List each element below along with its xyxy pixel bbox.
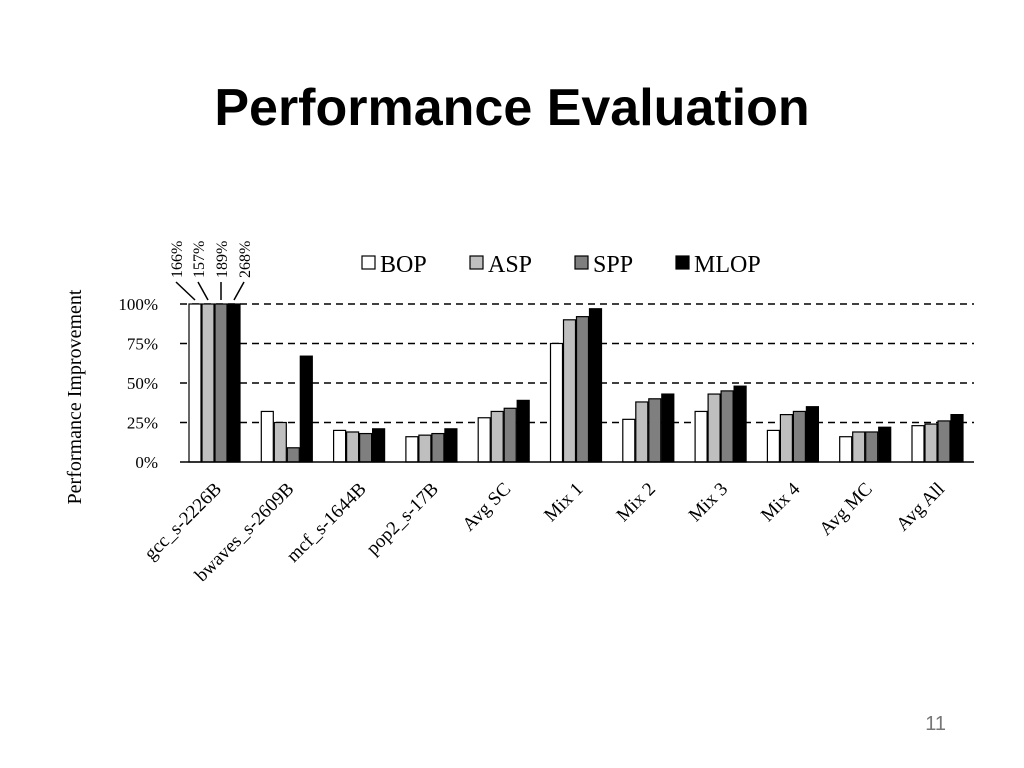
bar-mlop [733,385,747,463]
bar-mlop [227,303,241,463]
legend-label: MLOP [694,252,761,278]
bar-bop [911,425,925,463]
bar-asp [562,319,577,463]
legend-label: ASP [488,252,532,278]
bar-bop [839,436,853,463]
bar-asp [852,431,866,463]
page-number: 11 [925,713,946,735]
x-tick-labels: gcc_s-2226Bbwaves_s-2609Bmcf_s-1644Bpop2… [140,478,949,586]
bar-bop [405,436,419,463]
bar-mlop [372,428,386,463]
bar-asp [707,393,721,463]
overflow-label: 268% [237,241,254,278]
overflow-leader-line [175,281,196,301]
bar-spp [937,420,951,463]
bar-asp [418,434,432,463]
y-tick-label: 50% [127,374,158,393]
legend-swatch-mlop [675,255,690,270]
bar-asp [490,410,504,463]
overflow-label: 157% [191,241,208,278]
overflow-leader-line [233,281,245,301]
bar-mlop [444,428,458,463]
bar-mlop [878,426,892,463]
bar-spp [359,432,373,463]
overflow-labels: 166% 157% 189% 268% [169,241,254,301]
slide-title: Performance Evaluation [214,79,810,137]
bar-asp [273,421,287,463]
bar-spp [503,407,517,463]
bar-asp [346,431,360,463]
x-tick-label: Mix 3 [685,479,732,526]
overflow-label: 189% [214,241,231,278]
x-tick-label: Avg MC [815,479,876,540]
y-tick-label: 25% [127,414,158,433]
x-tick-label: pop2_s-17B [362,479,443,560]
overflow-label: 166% [169,241,186,278]
bar-bop [622,418,636,463]
bar-bop [549,342,564,463]
legend-label: SPP [593,252,633,278]
bar-asp [924,423,938,463]
bar-spp [648,398,662,463]
bar-spp [865,431,879,463]
bar-mlop [299,355,313,463]
legend: BOP ASP SPP MLOP [361,252,761,278]
bar-bop [766,429,781,463]
x-tick-label: Avg All [892,479,949,536]
legend-label: BOP [380,252,427,278]
bar-mlop [805,406,820,463]
bar-mlop [516,399,530,463]
bar-spp [286,447,300,463]
bars [188,303,964,463]
bar-bop [188,303,202,463]
bar-asp [635,401,649,463]
bar-bop [694,410,708,463]
bar-asp [201,303,215,463]
bar-mlop [661,393,675,463]
bar-mlop [950,414,964,463]
legend-swatch-bop [361,255,376,270]
bar-spp [792,410,807,463]
x-tick-label: Mix 2 [613,479,660,526]
bar-bop [260,410,274,463]
y-axis-label: Performance Improvement [64,289,86,504]
bar-asp [779,414,794,463]
bar-bop [333,429,347,463]
x-tick-label: Avg SC [458,479,515,536]
x-tick-label: Mix 4 [757,478,805,526]
legend-swatch-asp [469,255,484,270]
bar-spp [720,390,734,463]
bar-spp [575,316,590,463]
overflow-leader-line [197,281,209,301]
bar-spp [214,303,228,463]
legend-swatch-spp [574,255,589,270]
y-tick-label: 0% [135,453,158,472]
bar-bop [477,417,491,463]
y-tick-labels: 0% 25% 50% 75% 100% [118,295,158,472]
bar-mlop [588,308,603,463]
bar-spp [431,432,445,463]
y-tick-label: 100% [118,295,158,314]
x-tick-label: Mix 1 [540,479,587,526]
y-tick-label: 75% [127,335,158,354]
